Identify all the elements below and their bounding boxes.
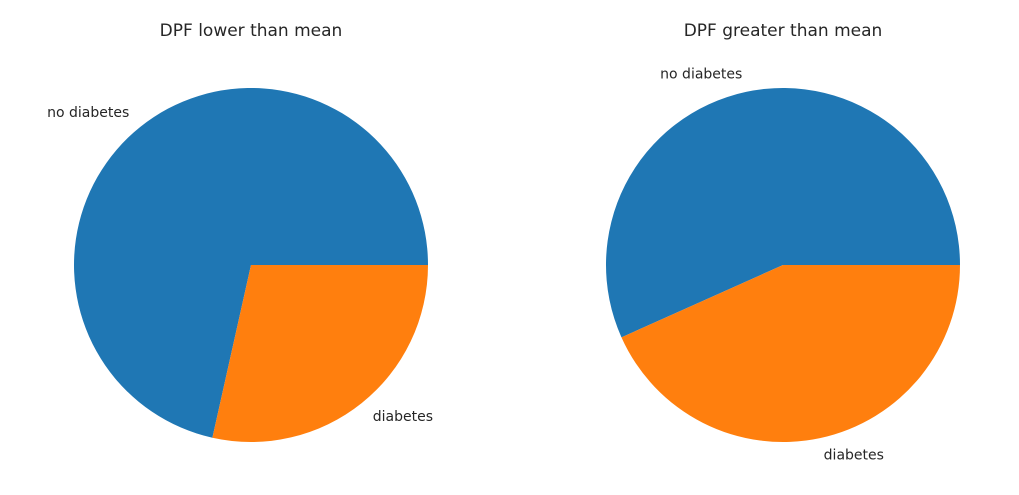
pie-slice-no-diabetes [606,88,960,338]
pie-label-diabetes: diabetes [824,447,884,463]
pie-label-no-diabetes: no diabetes [47,105,129,121]
pie-slices-dpf-lower [74,87,429,442]
chart-title-dpf-lower: DPF lower than mean [160,21,343,41]
pie-slices-dpf-greater [606,88,960,442]
pie-labels-dpf-lower: no diabetes diabetes [47,105,433,425]
chart-title-dpf-greater: DPF greater than mean [684,21,883,41]
pie-chart-dpf-lower: DPF lower than mean no diabetes diabetes [47,21,433,442]
pie-slice-no-diabetes [74,87,429,438]
pie-slice-diabetes [621,265,960,442]
pie-label-no-diabetes: no diabetes [660,67,742,83]
pie-label-diabetes: diabetes [373,409,433,425]
pie-chart-dpf-greater: DPF greater than mean no diabetes diabete… [606,21,960,463]
pie-slice-diabetes [212,265,428,442]
pie-labels-dpf-greater: no diabetes diabetes [660,67,884,464]
